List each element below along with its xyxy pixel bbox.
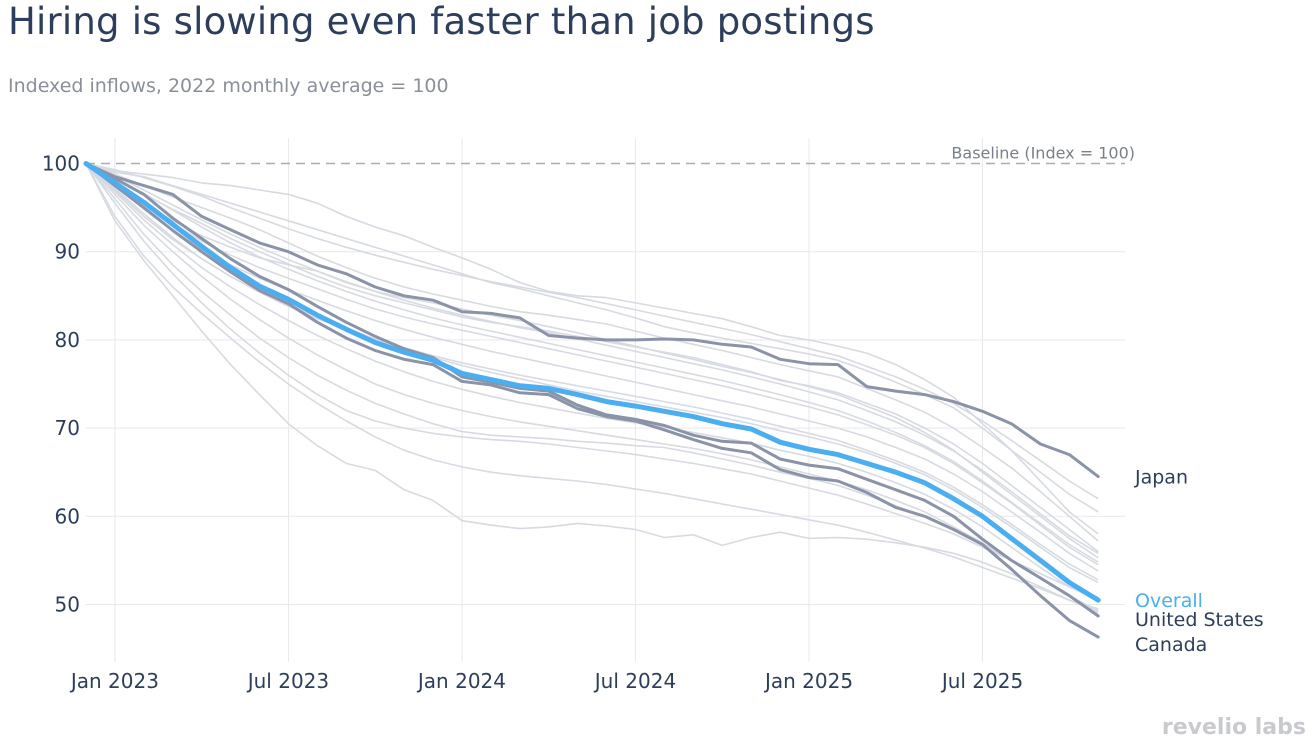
background-series-line bbox=[85, 162, 1099, 572]
background-series-line bbox=[85, 162, 1099, 563]
background-series-line bbox=[85, 162, 1099, 612]
background-series-line bbox=[85, 162, 1099, 559]
series-label-united-states: United States bbox=[1135, 609, 1264, 631]
series-label-japan: Japan bbox=[1134, 467, 1188, 489]
background-series-line bbox=[85, 162, 1099, 535]
x-tick-label: Jan 2025 bbox=[763, 669, 853, 693]
background-series-line bbox=[85, 162, 1099, 542]
y-tick-label: 100 bbox=[42, 152, 80, 176]
y-tick-label: 80 bbox=[55, 328, 80, 352]
background-series-line bbox=[85, 162, 1099, 554]
background-series-line bbox=[85, 163, 1099, 610]
series-line-united-states bbox=[84, 162, 1100, 618]
series-label-overall: Overall bbox=[1135, 590, 1203, 612]
revelio-labs-logo: revelio labs bbox=[1161, 715, 1306, 740]
y-tick-label: 70 bbox=[55, 416, 80, 440]
background-series-line bbox=[85, 163, 1099, 613]
y-tick-label: 60 bbox=[55, 504, 80, 528]
series-line-overall bbox=[83, 161, 1101, 603]
y-tick-label: 90 bbox=[55, 240, 80, 264]
series-line-japan bbox=[84, 162, 1100, 479]
background-series-line bbox=[85, 162, 1099, 500]
x-tick-label: Jul 2025 bbox=[940, 669, 1023, 693]
background-series-line bbox=[85, 163, 1099, 599]
background-series-line bbox=[85, 162, 1099, 601]
baseline: Baseline (Index = 100) bbox=[86, 144, 1135, 165]
series-labels: Japan United States Canada Overall bbox=[1134, 467, 1264, 657]
background-series-group bbox=[85, 162, 1099, 614]
series-line-canada bbox=[84, 162, 1100, 639]
chart-title: Hiring is slowing even faster than job p… bbox=[8, 0, 875, 43]
background-series-line bbox=[85, 162, 1099, 566]
x-tick-label: Jan 2024 bbox=[416, 669, 506, 693]
y-tick-label: 50 bbox=[55, 593, 80, 617]
x-tick-label: Jul 2023 bbox=[246, 669, 329, 693]
baseline-label: Baseline (Index = 100) bbox=[951, 144, 1135, 163]
background-series-line bbox=[85, 162, 1099, 581]
axes: 100 90 80 70 60 50 Jan 2023 Jul 2023 Jan 2024 Jul… bbox=[42, 152, 1023, 694]
chart-subtitle: Indexed inflows, 2022 monthly average = … bbox=[8, 75, 449, 97]
x-tick-label: Jul 2024 bbox=[593, 669, 676, 693]
highlighted-series-group bbox=[83, 161, 1101, 639]
series-label-canada: Canada bbox=[1135, 634, 1207, 656]
x-tick-label: Jan 2023 bbox=[69, 669, 159, 693]
